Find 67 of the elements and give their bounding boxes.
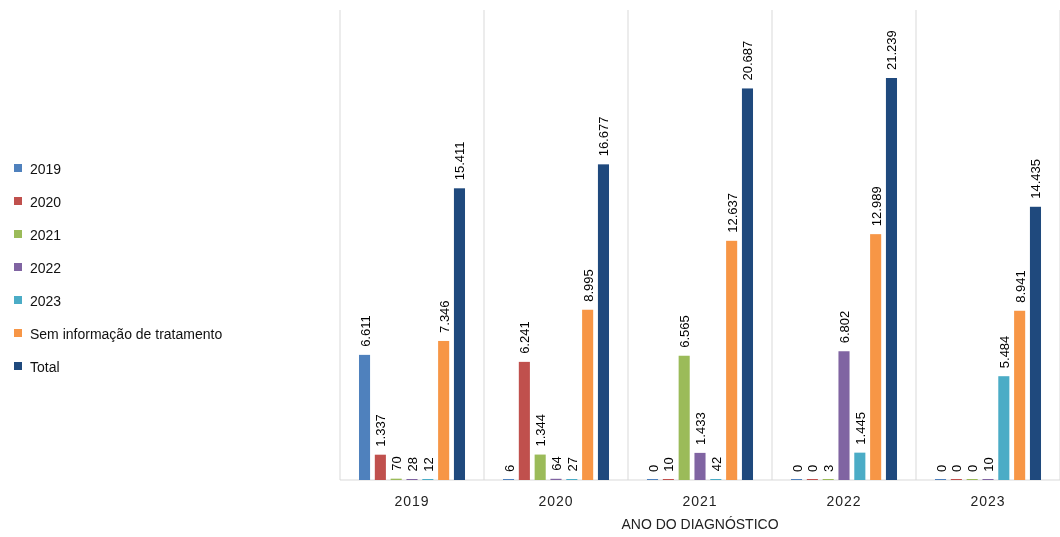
legend-label: 2022 [30,260,62,276]
bar [1029,206,1042,480]
data-label: 8.941 [1012,270,1028,303]
bar [838,351,850,480]
data-label: 7.346 [436,300,452,333]
data-label: 3 [821,464,837,472]
data-label: 6.802 [837,310,852,344]
data-label: 0 [789,464,805,472]
x-tick-label: 2022 [826,493,862,509]
data-label: 10 [661,457,677,472]
data-label: 14.435 [1028,159,1044,199]
bar [597,164,610,480]
bar [518,361,530,480]
data-label: 15.411 [452,141,468,181]
data-label: 12.989 [868,186,884,227]
legend-label: 2021 [30,227,62,243]
data-label: 0 [933,464,949,472]
legend-label: 2019 [30,161,62,177]
data-label: 1.433 [693,412,708,445]
bar [534,454,546,480]
bar [741,88,754,480]
x-axis-title: ANO DO DIAGNÓSTICO [621,516,779,532]
bar [885,78,898,480]
x-tick-label: 2020 [538,493,574,509]
bar [358,354,371,480]
bar [854,452,866,480]
data-label: 64 [549,456,564,471]
legend-label: 2023 [30,293,62,309]
bar [582,309,594,480]
data-label: 42 [708,456,724,472]
data-label: 1.337 [373,414,389,447]
data-label: 8.995 [580,269,596,302]
data-label: 28 [405,457,420,472]
data-label: 0 [805,464,821,472]
bar [438,340,450,480]
data-label: 16.677 [596,116,612,157]
data-label: 0 [645,464,661,472]
data-label: 1.445 [852,412,868,445]
data-label: 6.611 [357,315,373,347]
data-label: 0 [949,464,965,472]
data-label: 70 [389,456,405,471]
data-label: 5.484 [996,335,1012,369]
data-label: 10 [981,457,996,472]
bar [998,376,1010,480]
data-label: 12 [420,457,436,472]
data-label: 27 [564,457,580,472]
bar [1014,310,1026,480]
x-tick-label: 2023 [970,493,1006,509]
bar [726,240,738,480]
data-label: 20.687 [740,40,756,81]
x-tick-label: 2021 [682,493,718,509]
x-tick-label: 2019 [394,493,430,509]
bar [678,355,690,480]
data-label: 1.344 [533,414,549,447]
data-label: 6.241 [517,321,533,354]
data-label: 21.239 [884,30,900,70]
bar [694,452,706,480]
data-label: 6 [501,464,517,472]
legend-label: Sem informação de tratamento [30,326,223,342]
bar [453,188,466,480]
bar [870,234,882,480]
legend-label: 2020 [30,194,62,210]
data-label: 0 [965,464,981,472]
legend-label: Total [30,359,60,375]
bar [374,454,386,480]
data-label: 12.637 [724,193,740,233]
data-label: 6.565 [677,315,693,348]
